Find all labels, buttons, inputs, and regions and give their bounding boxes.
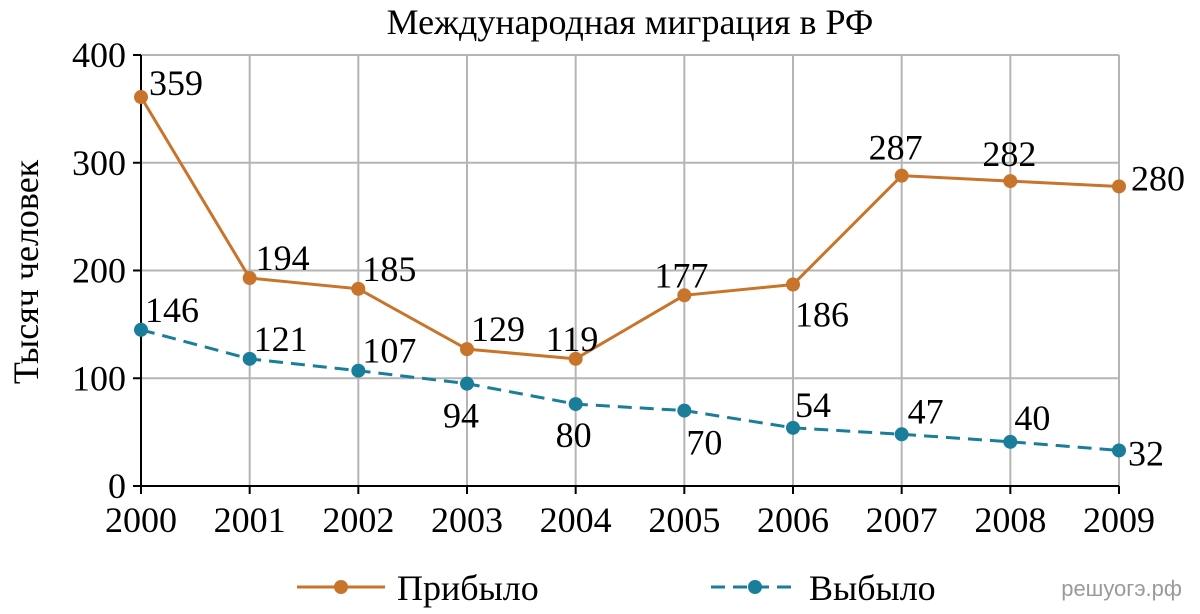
data-label: 94 [443,396,479,436]
data-label: 280 [1131,158,1185,198]
legend: Прибыло Выбыло [297,568,936,608]
data-point [351,281,366,296]
data-point [242,271,257,286]
data-point [894,427,909,442]
data-label: 32 [1128,433,1164,473]
data-label: 186 [795,295,849,335]
data-point [242,351,257,366]
data-point [1112,443,1126,458]
data-label: 282 [982,134,1036,174]
data-label: 359 [149,63,203,103]
data-point [894,168,909,183]
data-label: 80 [556,415,592,455]
x-tick-label: 2007 [866,500,938,540]
data-point [568,351,583,366]
y-axis-label: Тысяч человек [6,159,46,384]
data-point [460,376,474,391]
y-tick-label: 100 [72,358,126,398]
data-labels: 359 194 185 129 119 177 186 287 282 280 146 121 107 9… [145,63,1185,473]
data-label: 287 [869,128,923,168]
y-tick-label: 400 [72,35,126,75]
chart-title: Международная миграция в РФ [387,2,874,42]
x-tick-label: 2002 [322,500,394,540]
data-label: 119 [546,319,599,359]
series-line-0 [139,96,1120,361]
x-tick-label: 2006 [757,500,829,540]
data-point [568,397,583,412]
data-point [1112,179,1126,194]
data-point [786,420,800,435]
y-tick-labels: 0 100 200 300 400 [72,35,126,506]
data-label: 194 [256,238,310,278]
x-tick-label: 2000 [105,500,177,540]
data-label: 185 [362,249,416,289]
data-label: 70 [686,423,722,463]
data-point [677,288,692,303]
data-label: 177 [654,255,708,295]
data-point [351,363,366,378]
watermark: решуогэ.рф [1061,576,1182,601]
x-tick-label: 2008 [974,500,1046,540]
x-tick-label: 2001 [214,500,286,540]
legend-marker-0 [334,580,348,594]
series-line-1 [140,328,1120,452]
data-point [1003,174,1018,189]
data-label: 40 [1014,398,1050,438]
data-label: 129 [471,309,525,349]
data-point [460,342,474,357]
legend-label-0: Прибыло [397,568,539,608]
data-label: 47 [908,391,944,431]
data-label: 121 [254,319,308,359]
series-layer [134,90,1126,458]
data-point [134,90,148,105]
grid [133,54,1120,494]
data-point [677,403,692,418]
data-label: 107 [362,331,416,371]
x-tick-labels: 2000 2001 2002 2003 2004 2005 2006 2007 2008 2009 [105,500,1155,540]
y-tick-label: 0 [108,466,126,506]
data-point [134,322,148,337]
legend-label-1: Выбыло [809,568,936,608]
y-tick-label: 300 [72,143,126,183]
data-point [786,277,800,292]
x-tick-label: 2003 [431,500,503,540]
y-tick-label: 200 [72,251,126,291]
data-label: 146 [145,290,199,330]
legend-marker-1 [748,580,762,594]
x-tick-label: 2005 [648,500,720,540]
x-tick-label: 2009 [1083,500,1155,540]
data-label: 54 [795,385,831,425]
data-point [1003,434,1018,449]
x-tick-label: 2004 [540,500,612,540]
